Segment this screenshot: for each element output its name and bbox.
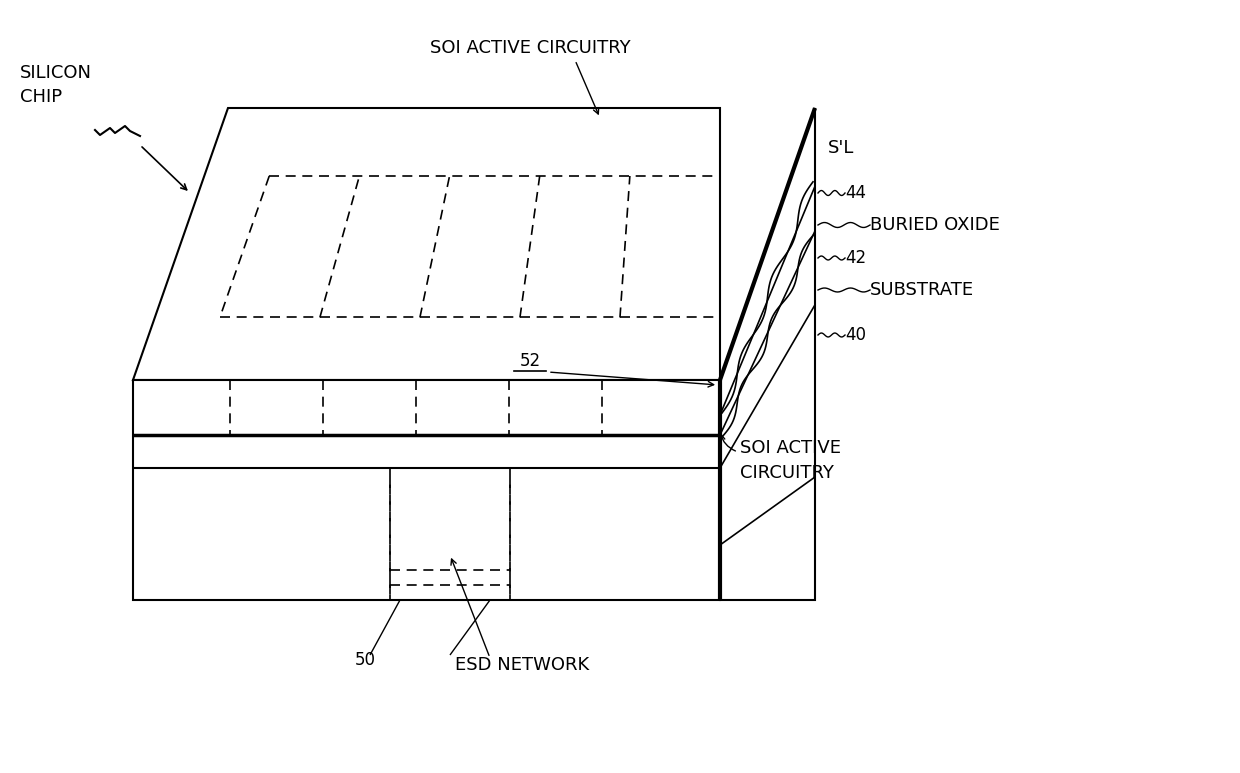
Text: 42: 42 <box>844 249 866 267</box>
Polygon shape <box>133 108 720 380</box>
Polygon shape <box>133 380 720 600</box>
Text: BURIED OXIDE: BURIED OXIDE <box>870 216 999 234</box>
Text: 50: 50 <box>355 651 376 669</box>
Text: SUBSTRATE: SUBSTRATE <box>870 281 975 299</box>
Text: 52: 52 <box>520 352 541 370</box>
Text: SOI ACTIVE
CIRCUITRY: SOI ACTIVE CIRCUITRY <box>740 438 841 482</box>
Text: 44: 44 <box>844 184 866 202</box>
Text: SILICON
CHIP: SILICON CHIP <box>20 64 92 106</box>
Polygon shape <box>720 108 815 600</box>
Text: 40: 40 <box>844 326 866 344</box>
Text: ESD NETWORK: ESD NETWORK <box>455 656 589 674</box>
Text: S'L: S'L <box>828 139 854 157</box>
Text: SOI ACTIVE CIRCUITRY: SOI ACTIVE CIRCUITRY <box>430 39 630 57</box>
